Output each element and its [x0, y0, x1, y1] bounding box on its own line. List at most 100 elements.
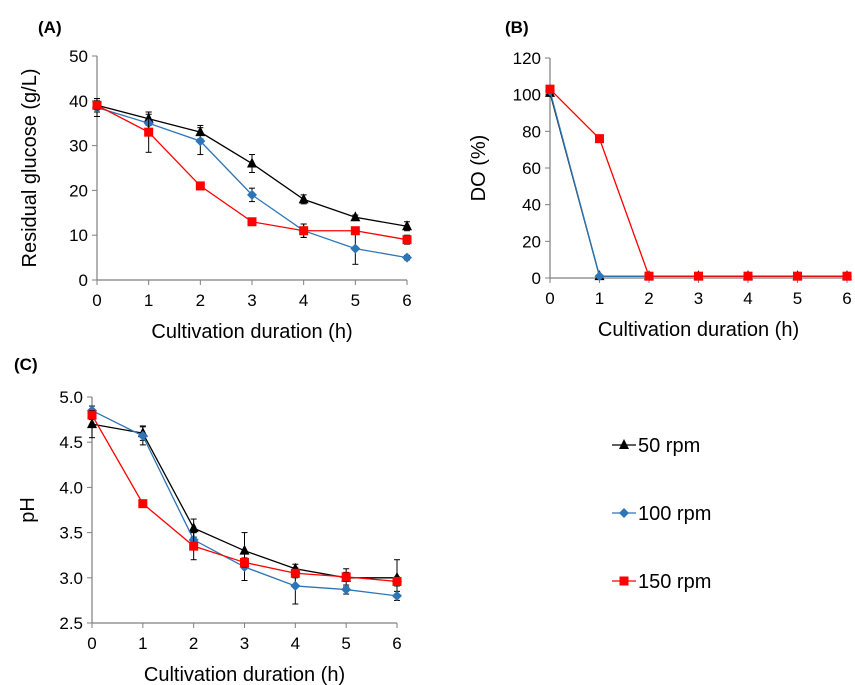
y-tick-label: 4.0 [59, 478, 83, 497]
chart-b: (B) 0 20 40 60 80 100 120 0 1 2 3 4 5 6 Cultivation dur… [468, 18, 852, 341]
data-point [644, 271, 654, 281]
data-point [247, 189, 257, 200]
y-axis-label: pH [17, 497, 39, 523]
chart-c: (C) 2.5 3.0 3.5 4.0 4.5 5.0 0 1 2 3 4 5 6 Cultivation … [14, 355, 402, 685]
y-tick-label: 20 [69, 181, 88, 200]
legend-marker [619, 576, 629, 586]
series-100-rpm [92, 98, 412, 265]
series-150-rpm [545, 84, 852, 281]
x-tick-label: 2 [189, 634, 198, 653]
legend-label: 100 rpm [638, 503, 711, 525]
series-150-rpm [87, 410, 402, 587]
data-point [350, 211, 361, 222]
data-point [350, 226, 360, 236]
data-point [247, 217, 257, 227]
data-point [793, 271, 802, 281]
chart-a: (A) 0 10 20 30 40 50 0 1 2 3 4 5 6 Cultivation duratio… [19, 18, 412, 343]
data-point [144, 127, 154, 137]
data-point [341, 584, 352, 595]
y-tick-label: 5.0 [59, 388, 83, 407]
data-point [188, 522, 199, 533]
legend-item: 100 rpm [612, 503, 711, 525]
x-tick-label: 6 [402, 291, 411, 310]
data-point [743, 271, 753, 281]
x-tick-label: 5 [351, 291, 360, 310]
x-tick-label: 5 [793, 289, 802, 308]
x-tick-label: 2 [644, 289, 653, 308]
data-point [247, 157, 257, 168]
legend-item: 50 rpm [612, 435, 700, 457]
data-point [138, 499, 148, 509]
y-tick-label: 100 [513, 86, 541, 105]
series-150-rpm [92, 100, 412, 245]
legend-item: 150 rpm [612, 571, 711, 593]
data-point [189, 541, 199, 551]
y-tick-label: 3.5 [59, 524, 83, 543]
x-tick-label: 0 [545, 289, 554, 308]
data-point [290, 580, 301, 591]
x-tick-label: 1 [595, 289, 604, 308]
legend-label: 150 rpm [638, 571, 711, 593]
x-tick-label: 0 [92, 291, 101, 310]
y-tick-label: 60 [522, 159, 541, 178]
data-point [195, 136, 206, 147]
x-tick-label: 4 [743, 289, 752, 308]
legend-marker [619, 508, 629, 518]
data-point [402, 235, 412, 245]
data-point [299, 226, 309, 236]
data-point [195, 181, 205, 191]
y-tick-label: 0 [532, 269, 541, 288]
data-point [595, 134, 604, 144]
data-point [545, 84, 555, 94]
x-axis-label: Cultivation duration (h) [144, 664, 345, 685]
x-tick-label: 3 [247, 291, 256, 310]
y-tick-label: 2.5 [59, 614, 83, 633]
legend-marker [619, 439, 629, 449]
data-point [87, 410, 97, 420]
series-50-rpm [92, 98, 412, 232]
x-axis-label: Cultivation duration (h) [151, 321, 352, 343]
y-axis-label: Residual glucose (g/L) [19, 69, 41, 268]
x-tick-label: 1 [144, 291, 153, 310]
y-tick-label: 20 [522, 232, 541, 251]
x-tick-label: 5 [341, 634, 350, 653]
data-point [87, 418, 97, 429]
x-tick-label: 4 [291, 634, 300, 653]
x-tick-label: 1 [138, 634, 147, 653]
series-100-rpm [87, 405, 402, 605]
x-tick-label: 6 [842, 289, 851, 308]
x-tick-label: 2 [196, 291, 205, 310]
y-tick-label: 80 [522, 122, 541, 141]
data-point [694, 271, 703, 281]
x-tick-label: 3 [240, 634, 249, 653]
data-point [350, 243, 361, 254]
y-tick-label: 40 [69, 92, 88, 111]
series-100-rpm [545, 86, 852, 282]
panel-label: (B) [505, 18, 529, 37]
data-point [392, 576, 402, 586]
y-tick-label: 0 [79, 271, 88, 290]
data-point [402, 252, 412, 263]
series-line [549, 88, 847, 277]
data-point [402, 220, 412, 231]
data-point [594, 271, 605, 282]
data-point [842, 271, 852, 281]
series-50-rpm [545, 86, 852, 281]
data-point [298, 193, 309, 204]
y-axis-label: DO (%) [468, 135, 490, 202]
panel-label: (A) [38, 18, 62, 37]
data-point [290, 568, 300, 578]
y-tick-label: 40 [522, 196, 541, 215]
y-tick-label: 10 [69, 226, 88, 245]
x-tick-label: 6 [392, 634, 401, 653]
x-tick-label: 4 [299, 291, 308, 310]
data-point [341, 572, 351, 582]
legend: 50 rpm 100 rpm 150 rpm [612, 435, 711, 593]
panel-label: (C) [14, 355, 38, 374]
x-axis-label: Cultivation duration (h) [598, 319, 799, 341]
y-tick-label: 4.5 [59, 433, 83, 452]
data-point [239, 544, 250, 555]
series-line [549, 92, 847, 277]
legend-label: 50 rpm [638, 435, 700, 457]
